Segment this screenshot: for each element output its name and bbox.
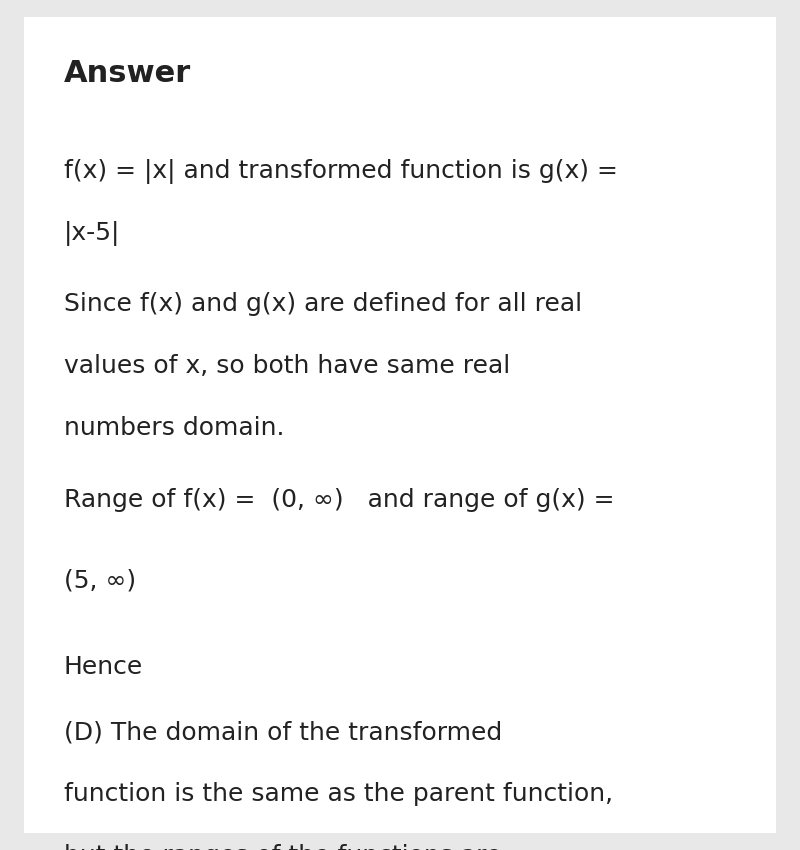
FancyBboxPatch shape: [24, 17, 776, 833]
Text: Answer: Answer: [64, 60, 191, 88]
Text: numbers domain.: numbers domain.: [64, 416, 285, 440]
Text: (D) The domain of the transformed: (D) The domain of the transformed: [64, 720, 502, 745]
Text: function is the same as the parent function,: function is the same as the parent funct…: [64, 782, 613, 807]
Text: Since f(x) and g(x) are defined for all real: Since f(x) and g(x) are defined for all …: [64, 292, 582, 316]
Text: Hence: Hence: [64, 655, 143, 679]
Text: (5, ∞): (5, ∞): [64, 569, 136, 592]
Text: |x-5|: |x-5|: [64, 221, 120, 246]
Text: values of x, so both have same real: values of x, so both have same real: [64, 354, 510, 378]
Text: f(x) = |x| and transformed function is g(x) =: f(x) = |x| and transformed function is g…: [64, 159, 618, 184]
Text: but the ranges of the functions are: but the ranges of the functions are: [64, 844, 502, 850]
Text: Range of f(x) =  (0, ∞)   and range of g(x) =: Range of f(x) = (0, ∞) and range of g(x)…: [64, 488, 614, 512]
